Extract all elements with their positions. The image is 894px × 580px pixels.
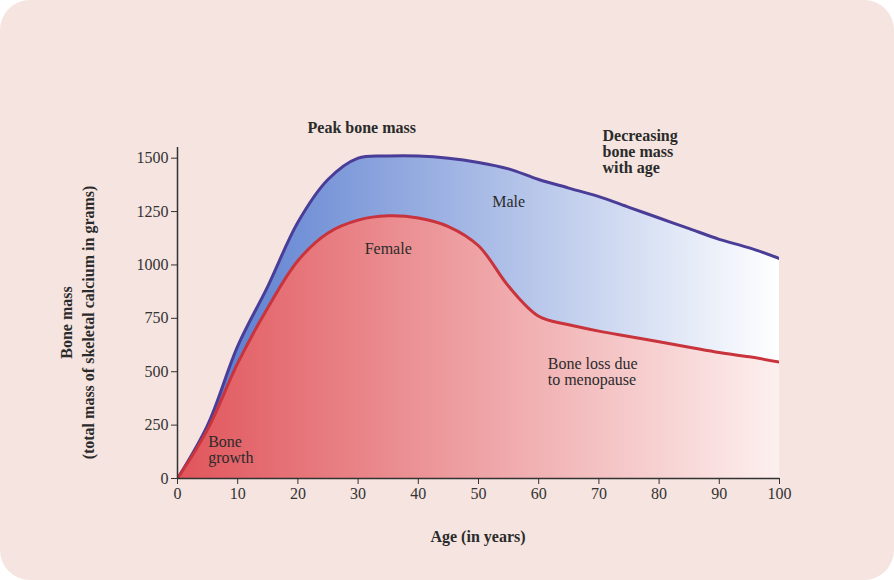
svg-text:100: 100 — [768, 485, 792, 502]
svg-text:Bone mass: Bone mass — [58, 286, 75, 358]
svg-text:80: 80 — [651, 485, 667, 502]
svg-text:50: 50 — [471, 485, 487, 502]
svg-text:20: 20 — [290, 485, 306, 502]
svg-text:0: 0 — [174, 485, 182, 502]
svg-text:Age (in years): Age (in years) — [430, 528, 525, 546]
svg-text:60: 60 — [531, 485, 547, 502]
svg-text:(total mass of skeletal calciu: (total mass of skeletal calcium in grams… — [80, 186, 98, 460]
svg-text:30: 30 — [350, 485, 366, 502]
svg-text:Decreasingbone masswith age: Decreasingbone masswith age — [603, 127, 678, 177]
svg-text:10: 10 — [230, 485, 246, 502]
svg-text:70: 70 — [591, 485, 607, 502]
svg-text:Bonegrowth: Bonegrowth — [208, 433, 253, 467]
svg-text:500: 500 — [145, 363, 169, 380]
svg-text:1500: 1500 — [137, 149, 169, 166]
svg-text:750: 750 — [145, 309, 169, 326]
svg-text:1000: 1000 — [137, 256, 169, 273]
svg-text:0: 0 — [161, 470, 169, 487]
svg-text:Bone loss dueto menopause: Bone loss dueto menopause — [548, 355, 638, 389]
svg-text:Peak bone mass: Peak bone mass — [308, 119, 416, 136]
svg-text:90: 90 — [711, 485, 727, 502]
svg-text:250: 250 — [145, 416, 169, 433]
svg-text:Male: Male — [492, 193, 525, 210]
svg-text:40: 40 — [410, 485, 426, 502]
svg-text:1250: 1250 — [137, 203, 169, 220]
svg-text:Female: Female — [365, 240, 412, 257]
